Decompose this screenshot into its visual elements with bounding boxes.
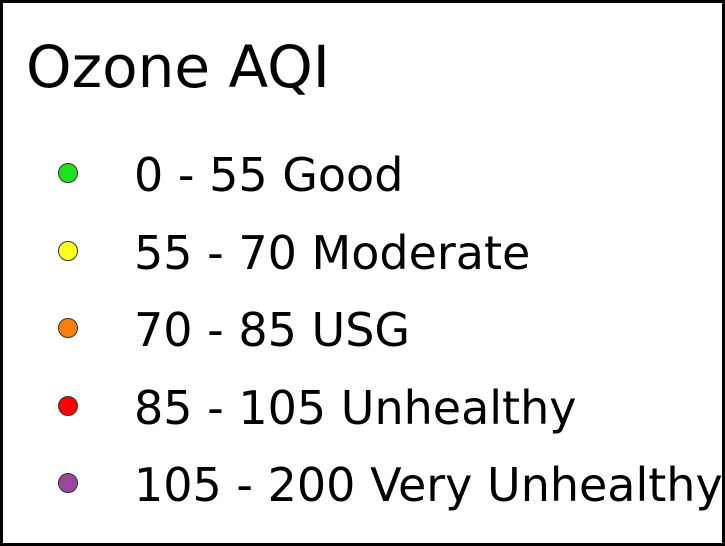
legend-item-moderate: 55 - 70 Moderate (3, 213, 723, 291)
orange-circle-icon (58, 318, 78, 338)
legend-item-very-unhealthy: 105 - 200 Very Unhealthy (3, 445, 723, 523)
legend-label: 70 - 85 USG (134, 303, 411, 357)
legend-item-usg: 70 - 85 USG (3, 290, 723, 368)
green-circle-icon (58, 163, 78, 183)
legend-label: 105 - 200 Very Unhealthy (134, 458, 723, 512)
legend-title: Ozone AQI (26, 33, 330, 101)
purple-circle-icon (58, 473, 78, 493)
legend-label: 55 - 70 Moderate (134, 225, 531, 280)
legend-label: 85 - 105 Unhealthy (134, 380, 577, 435)
legend-item-good: 0 - 55 Good (3, 135, 723, 213)
legend-list: 0 - 55 Good 55 - 70 Moderate 70 - 85 USG… (3, 135, 723, 523)
legend-label: 0 - 55 Good (134, 148, 404, 202)
yellow-circle-icon (58, 240, 78, 261)
red-circle-icon (58, 395, 78, 416)
legend-item-unhealthy: 85 - 105 Unhealthy (3, 368, 723, 446)
